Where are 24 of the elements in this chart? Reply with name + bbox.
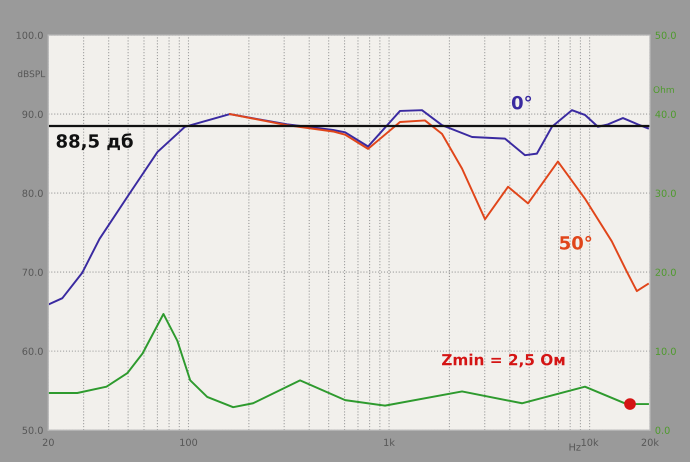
- y-tick-label: 50.0: [22, 426, 43, 434]
- x-tick-label: 100: [180, 438, 198, 446]
- y-tick-label: 80.0: [22, 190, 43, 197]
- y2-tick-label: 10.0: [656, 348, 676, 355]
- y2-tick-label: 50.0: [656, 32, 676, 39]
- y2-tick-label: 40.0: [655, 110, 676, 118]
- y-axis-title: dBSPL: [18, 70, 46, 78]
- x-tick-label: 20: [42, 438, 54, 446]
- y2-tick-label: 20.0: [656, 268, 676, 276]
- annotation: 0°: [512, 96, 532, 110]
- annotation: Zmin = 2,5 Ом: [442, 354, 564, 368]
- y2-axis-title: Ohm: [653, 86, 674, 94]
- annotation: 50°: [560, 236, 592, 250]
- y-tick-label: 100.0: [16, 32, 43, 39]
- y-tick-label: 70.0: [22, 268, 43, 276]
- y2-tick-label: 30.0: [656, 190, 676, 197]
- x-tick-label: 20k: [642, 438, 659, 446]
- y-tick-label: 90.0: [22, 110, 43, 118]
- y-tick-label: 60.0: [22, 348, 43, 355]
- y2-tick-label: 0.0: [655, 426, 670, 434]
- x-axis-title: Hz: [570, 443, 581, 451]
- x-tick-label: 1k: [384, 438, 395, 446]
- ref-line-label: 88,5 дб: [56, 133, 133, 150]
- x-tick-label: 10k: [582, 438, 599, 446]
